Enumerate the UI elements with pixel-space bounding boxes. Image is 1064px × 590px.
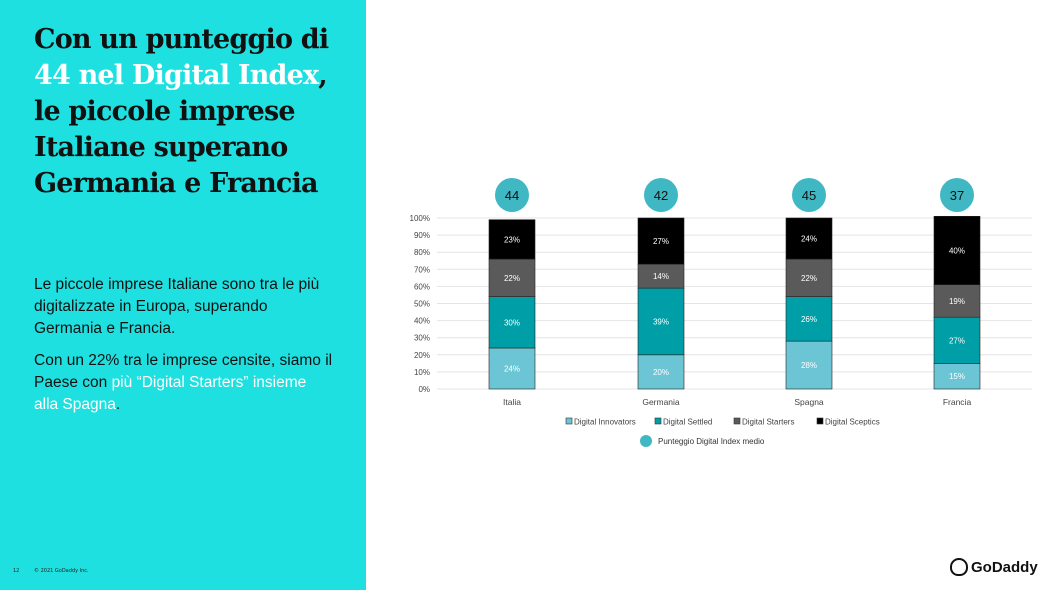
x-tick-label: Germania xyxy=(642,397,680,407)
paragraph-2-text: Con un 22% tra le imprese censite, siamo… xyxy=(34,352,333,391)
data-label: 22% xyxy=(504,274,520,283)
legend-swatch xyxy=(654,417,662,425)
y-tick-label: 40% xyxy=(414,317,430,326)
legend-index-swatch xyxy=(640,435,652,447)
y-tick-label: 20% xyxy=(414,351,430,360)
copyright: © 2021 GoDaddy Inc. xyxy=(34,568,89,574)
title-highlight: 44 nel Digital Index xyxy=(34,60,319,91)
data-label: 14% xyxy=(653,272,669,281)
bar-segment xyxy=(488,347,536,390)
bar-segment xyxy=(488,258,536,297)
paragraph-2: Con un 22% tra le imprese censite, siamo… xyxy=(34,350,334,416)
data-label: 39% xyxy=(653,317,669,326)
paragraph-2-end: . xyxy=(115,396,121,413)
data-label: 24% xyxy=(801,235,817,244)
legend-swatch xyxy=(816,417,824,425)
y-tick-label: 0% xyxy=(418,385,430,394)
bar-segment xyxy=(637,287,685,356)
y-tick-label: 50% xyxy=(414,300,430,309)
data-label: 30% xyxy=(504,318,520,327)
index-marker xyxy=(495,178,529,212)
title-text-end: , le piccole imprese Italiane superano G… xyxy=(34,60,328,199)
paragraph-1: Le piccole imprese Italiane sono tra le … xyxy=(34,276,320,337)
y-tick-label: 90% xyxy=(414,231,430,240)
bar-segment xyxy=(785,340,833,390)
data-label: 28% xyxy=(801,361,817,370)
data-label: 20% xyxy=(653,368,669,377)
page-number: 12 xyxy=(13,568,20,574)
legend-label: Digital Sceptics xyxy=(825,418,880,427)
data-label: 24% xyxy=(504,364,520,373)
x-tick-label: Spagna xyxy=(794,397,824,407)
bar-segment xyxy=(637,217,685,265)
bar-segment xyxy=(488,219,536,260)
legend-label: Digital Settled xyxy=(663,418,712,427)
bar-segment xyxy=(785,296,833,342)
y-tick-label: 10% xyxy=(414,368,430,377)
data-label: 27% xyxy=(949,336,965,345)
legend-swatch xyxy=(733,417,741,425)
index-label: 37 xyxy=(950,188,964,203)
y-tick-label: 80% xyxy=(414,248,430,257)
godaddy-logo: GoDaddy xyxy=(950,558,1038,576)
left-panel xyxy=(0,0,366,590)
data-label: 19% xyxy=(949,297,965,306)
data-label: 15% xyxy=(949,372,965,381)
x-tick-label: Italia xyxy=(503,397,521,407)
y-tick-label: 70% xyxy=(414,265,430,274)
title-text: Con un punteggio di xyxy=(34,24,329,55)
bar-segment xyxy=(933,284,981,318)
x-tick-label: Francia xyxy=(943,397,972,407)
legend-swatch xyxy=(565,417,573,425)
y-tick-label: 30% xyxy=(414,334,430,343)
index-marker xyxy=(644,178,678,212)
index-label: 45 xyxy=(802,188,816,203)
legend-index-label: Punteggio Digital Index medio xyxy=(658,437,765,446)
bar-segment xyxy=(637,354,685,390)
index-label: 44 xyxy=(505,188,519,203)
index-marker xyxy=(792,178,826,212)
slide-title: Con un punteggio di 44 nel Digital Index… xyxy=(34,22,354,202)
index-label: 42 xyxy=(654,188,668,203)
bar-segment xyxy=(785,258,833,297)
legend-label: Digital Innovators xyxy=(574,418,636,427)
data-label: 27% xyxy=(653,237,669,246)
bar-segment xyxy=(933,215,981,285)
y-tick-label: 60% xyxy=(414,282,430,291)
data-label: 22% xyxy=(801,274,817,283)
y-tick-label: 100% xyxy=(410,214,430,223)
data-label: 26% xyxy=(801,315,817,324)
data-label: 40% xyxy=(949,246,965,255)
data-label: 23% xyxy=(504,235,520,244)
godaddy-logo-icon xyxy=(950,558,968,576)
legend-label: Digital Starters xyxy=(742,418,794,427)
paragraph-2-highlight: più “Digital Starters” insieme alla Spag… xyxy=(34,374,307,413)
index-marker xyxy=(940,178,974,212)
logo-text: GoDaddy xyxy=(971,558,1038,576)
bar-segment xyxy=(488,296,536,349)
bar-segment xyxy=(785,217,833,260)
